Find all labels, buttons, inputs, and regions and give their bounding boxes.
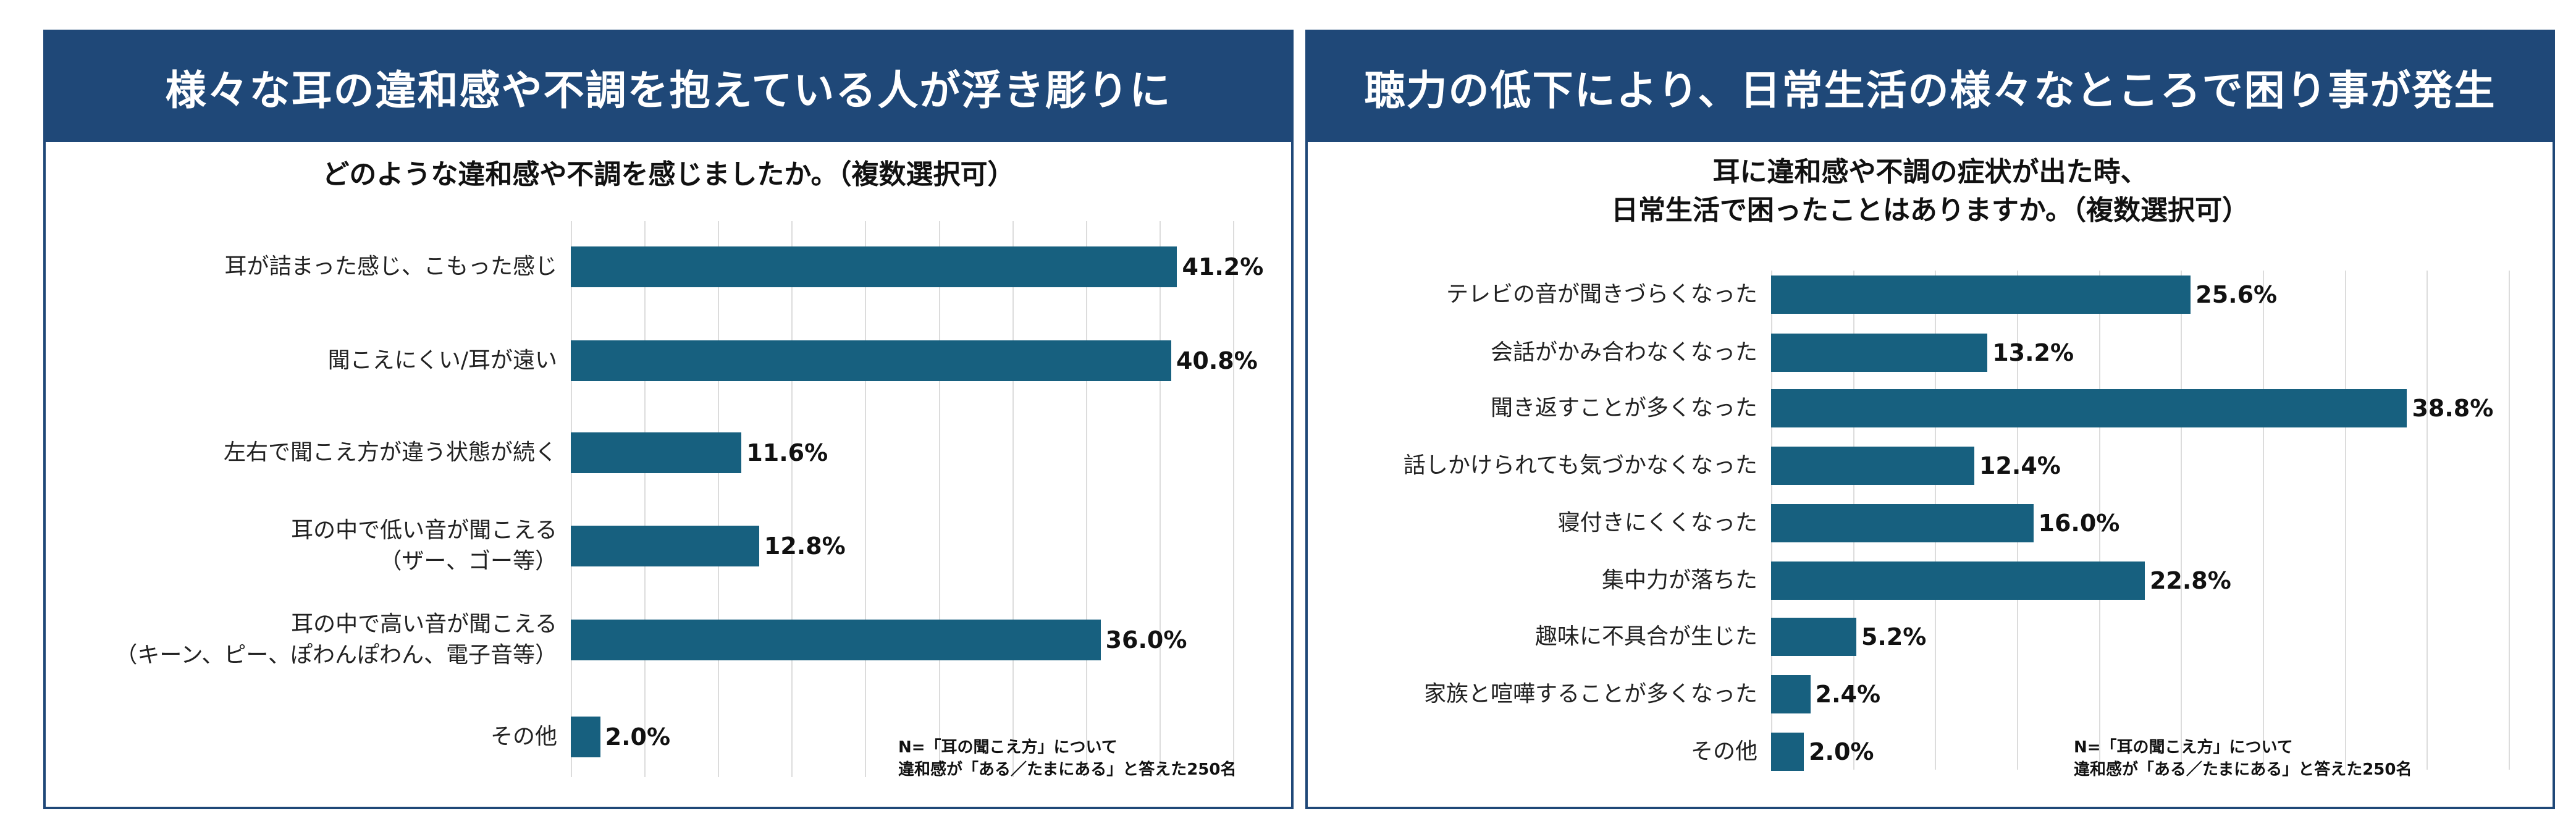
category-label: 耳の中で低い音が聞こえる （ザー、ゴー等） bbox=[291, 518, 557, 574]
right-chart-plot: 25.6% テレビの音が聞きづらくなった 13.2% 会話がかみ合わなくなった 38.8… bbox=[1404, 271, 2510, 771]
left-panel-title: 様々な耳の違和感や不調を抱えている人が浮き彫りに bbox=[46, 32, 1291, 142]
category-label: 寝付きにくくなった bbox=[1557, 510, 1757, 536]
data-label: 36.0% bbox=[1105, 626, 1187, 654]
data-label: 12.8% bbox=[764, 532, 846, 560]
data-label: 40.8% bbox=[1176, 347, 1258, 374]
gridline bbox=[2344, 271, 2346, 770]
gridline bbox=[571, 221, 572, 777]
category-label: 左右で聞こえ方が違う状態が続く bbox=[223, 440, 557, 465]
bar bbox=[1771, 334, 1988, 372]
bar bbox=[1771, 562, 2145, 600]
category-label: その他 bbox=[490, 724, 557, 749]
category-label: 趣味に不具合が生じた bbox=[1534, 624, 1757, 649]
right-chart-note: N=「耳の聞こえ方」について 違和感が「ある／たまにある」と答えた250名 bbox=[2074, 736, 2412, 781]
data-label: 12.4% bbox=[1979, 452, 2061, 479]
data-label: 41.2% bbox=[1182, 253, 1264, 280]
data-label: 16.0% bbox=[2038, 510, 2120, 537]
bar bbox=[1771, 733, 1804, 771]
left-chart-subtitle: どのような違和感や不調を感じましたか。（複数選択可） bbox=[322, 159, 1015, 190]
left-chart-plot: 41.2% 耳が詰まった感じ、こもった感じ 40.8% 聞こえにくい/耳が遠い 11.6… bbox=[115, 221, 1263, 777]
data-label: 2.0% bbox=[1809, 738, 1874, 765]
gridline bbox=[2263, 271, 2264, 770]
gridline bbox=[865, 221, 867, 777]
note-line-1: N=「耳の聞こえ方」について bbox=[2074, 738, 2293, 757]
data-label: 13.2% bbox=[1992, 339, 2074, 366]
gridline bbox=[1012, 221, 1014, 777]
category-label: 聞き返すことが多くなった bbox=[1490, 395, 1757, 421]
gridline bbox=[2509, 271, 2510, 770]
bar bbox=[1771, 504, 2034, 542]
data-label: 2.4% bbox=[1815, 681, 1881, 708]
gridline bbox=[2098, 271, 2100, 770]
right-panel: 聴力の低下により、日常生活の様々なところで困り事が発生 耳に違和感や不調の症状が… bbox=[1305, 30, 2555, 809]
data-label: 5.2% bbox=[1861, 623, 1927, 650]
bar bbox=[571, 432, 742, 473]
category-label: 会話がかみ合わなくなった bbox=[1490, 340, 1757, 365]
gridline bbox=[938, 221, 940, 777]
bar bbox=[571, 620, 1101, 660]
left-panel: 様々な耳の違和感や不調を抱えている人が浮き彫りに どのような違和感や不調を感じま… bbox=[43, 30, 1294, 809]
bar bbox=[1771, 389, 2407, 427]
category-label: 耳の中で高い音が聞こえる （キーン、ピー、ぽわんぽわん、電子音等） bbox=[115, 612, 557, 668]
note-line-1: N=「耳の聞こえ方」について bbox=[898, 738, 1118, 757]
note-line-2: 違和感が「ある／たまにある」と答えた250名 bbox=[2074, 760, 2412, 779]
data-label: 11.6% bbox=[746, 439, 828, 466]
gridline bbox=[718, 221, 720, 777]
category-label: 耳が詰まった感じ、こもった感じ bbox=[224, 254, 557, 279]
bar bbox=[571, 717, 600, 757]
gridline bbox=[2427, 271, 2428, 770]
bar bbox=[1771, 675, 1811, 713]
subtitle-line-2: 日常生活で困ったことはありますか。（複数選択可） bbox=[1610, 195, 2250, 226]
data-label: 25.6% bbox=[2195, 281, 2278, 308]
right-panel-title: 聴力の低下により、日常生活の様々なところで困り事が発生 bbox=[1308, 32, 2553, 142]
data-label: 22.8% bbox=[2149, 567, 2231, 594]
gridline bbox=[1159, 221, 1161, 777]
data-label: 2.0% bbox=[605, 723, 671, 751]
category-label: 家族と喧嘩することが多くなった bbox=[1423, 681, 1757, 707]
category-label: その他 bbox=[1690, 739, 1757, 764]
gridline bbox=[2181, 271, 2182, 770]
gridline bbox=[791, 221, 793, 777]
bar bbox=[571, 246, 1177, 287]
category-label: 集中力が落ちた bbox=[1601, 568, 1757, 593]
bar bbox=[1771, 447, 1974, 485]
bar bbox=[1771, 275, 2191, 314]
gridline bbox=[644, 221, 646, 777]
data-label: 38.8% bbox=[2412, 395, 2494, 422]
gridline bbox=[1085, 221, 1087, 777]
category-label: 話しかけられても気づかなくなった bbox=[1403, 453, 1757, 478]
category-label: 聞こえにくい/耳が遠い bbox=[327, 348, 557, 373]
bar bbox=[571, 340, 1171, 381]
bar bbox=[1771, 618, 1856, 656]
gridline bbox=[1233, 221, 1234, 777]
left-chart-note: N=「耳の聞こえ方」について 違和感が「ある／たまにある」と答えた250名 bbox=[898, 736, 1237, 781]
subtitle-line-1: 耳に違和感や不調の症状が出た時、 bbox=[1712, 156, 2148, 188]
note-line-2: 違和感が「ある／たまにある」と答えた250名 bbox=[898, 760, 1237, 779]
right-chart-subtitle: 耳に違和感や不調の症状が出た時、 日常生活で困ったことはありますか。（複数選択可… bbox=[1308, 153, 2553, 230]
category-label: テレビの音が聞きづらくなった bbox=[1446, 282, 1757, 307]
bar bbox=[571, 526, 759, 566]
